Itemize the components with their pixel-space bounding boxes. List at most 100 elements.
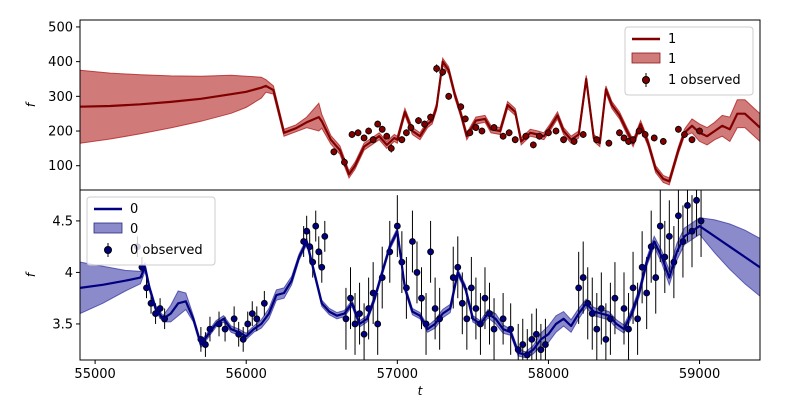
bottom-observed-point — [463, 315, 471, 323]
bottom-observed-point — [652, 274, 660, 281]
top-observed-point — [579, 131, 587, 138]
top-observed-point — [605, 139, 613, 147]
bottom-ylabel: f — [24, 271, 38, 277]
top-observed-point — [387, 144, 395, 152]
top-observed-point — [620, 134, 628, 142]
top-ytick-label: 200 — [48, 125, 73, 140]
bottom-observed-point — [321, 232, 329, 240]
bottom-observed-point — [490, 325, 498, 333]
top-observed-point — [659, 138, 667, 145]
top-observed-point — [529, 141, 537, 149]
bottom-ytick-label: 4 — [65, 266, 73, 281]
top-observed-point — [407, 124, 415, 131]
top-observed-point — [688, 136, 696, 144]
bottom-observed-point — [221, 325, 229, 333]
top-observed-point — [445, 92, 453, 100]
top-observed-point — [490, 124, 498, 131]
top-observed-point — [421, 120, 428, 128]
bottom-observed-point — [253, 315, 261, 323]
bottom-ytick-label: 3.5 — [52, 317, 73, 332]
bottom-observed-point — [542, 341, 549, 348]
bottom-xticks: 55000 56000 57000 58000 59000 — [74, 360, 720, 382]
bottom-observed-point — [472, 305, 480, 312]
bottom-observed-point — [431, 305, 439, 312]
bottom-observed-point — [360, 330, 368, 338]
top-observed-point — [433, 65, 441, 72]
top-observed-point — [511, 136, 519, 144]
top-observed-point — [522, 132, 530, 140]
bottom-observed-point — [697, 217, 705, 225]
bottom-observed-point — [579, 274, 587, 281]
bottom-xlabel: t — [418, 384, 424, 398]
bottom-observed-point — [427, 248, 434, 256]
top-observed-point — [457, 103, 465, 111]
top-points-layer — [330, 64, 703, 167]
top-observed-point — [354, 129, 362, 137]
top-legend-observed-label: 1 observed — [668, 73, 741, 88]
top-observed-point — [499, 132, 507, 140]
bottom-legend-marker-swatch — [104, 246, 112, 254]
top-observed-point — [439, 68, 447, 76]
bottom-observed-point — [575, 284, 583, 292]
bottom-observed-point — [528, 335, 536, 343]
top-observed-point — [629, 136, 637, 144]
top-observed-point — [675, 125, 682, 133]
top-observed-point — [650, 134, 658, 142]
bottom-observed-point — [656, 222, 664, 230]
top-observed-point — [552, 127, 560, 135]
bottom-observed-point — [629, 284, 637, 292]
top-observed-point — [427, 113, 434, 121]
bottom-observed-point — [239, 335, 247, 343]
top-legend-box — [624, 26, 754, 96]
xtick-label: 57000 — [377, 367, 418, 382]
bottom-observed-point — [467, 284, 475, 292]
xtick-label: 59000 — [679, 367, 720, 382]
top-legend-line-label: 1 — [668, 32, 676, 47]
top-legend-marker-swatch — [642, 76, 650, 84]
bottom-legend: 0 0 0 observed — [86, 196, 216, 266]
top-observed-point — [472, 124, 480, 131]
bottom-observed-point — [303, 227, 311, 235]
bottom-observed-point — [602, 335, 610, 343]
top-panel: 100 200 300 400 500 f 1 1 1 observed — [24, 19, 761, 191]
bottom-line-layer — [80, 225, 760, 356]
bottom-panel: 3.5 4 4.5 55000 56000 57000 58000 59000 f t 0 … — [24, 189, 761, 398]
bottom-observed-point — [597, 305, 605, 312]
bottom-observed-point — [684, 202, 691, 209]
top-observed-point — [505, 129, 513, 137]
top-model-line — [80, 60, 760, 183]
top-observed-point — [466, 129, 474, 137]
bottom-observed-point — [532, 330, 540, 338]
bottom-observed-point — [156, 305, 164, 312]
top-observed-point — [560, 136, 567, 144]
bottom-observed-point — [458, 299, 466, 307]
top-observed-point — [641, 131, 649, 138]
bottom-legend-box — [86, 196, 216, 266]
bottom-observed-point — [634, 315, 641, 323]
bottom-ytick-label: 4.5 — [52, 214, 73, 229]
bottom-observed-point — [537, 346, 545, 354]
bottom-observed-point — [620, 305, 628, 312]
bottom-observed-point — [625, 325, 632, 333]
bottom-observed-point — [675, 212, 682, 220]
top-observed-point — [360, 134, 368, 142]
top-observed-point — [461, 115, 469, 123]
top-observed-point — [365, 127, 373, 135]
bottom-observed-point — [519, 341, 527, 348]
top-observed-point — [341, 158, 348, 166]
bottom-observed-point — [593, 325, 601, 333]
xtick-label: 58000 — [528, 367, 569, 382]
top-ylabel: f — [24, 101, 38, 107]
bottom-frame — [79, 189, 761, 361]
xtick-label: 56000 — [226, 367, 267, 382]
bottom-observed-point — [230, 315, 238, 323]
bottom-observed-point — [418, 294, 425, 302]
bottom-observed-point — [351, 320, 359, 328]
bottom-observed-point — [499, 315, 507, 323]
bottom-model-line — [80, 225, 760, 356]
bottom-legend-band-swatch — [93, 222, 123, 234]
bottom-observed-point — [393, 222, 401, 230]
top-observed-point — [681, 131, 688, 138]
bottom-observed-point — [244, 320, 252, 328]
